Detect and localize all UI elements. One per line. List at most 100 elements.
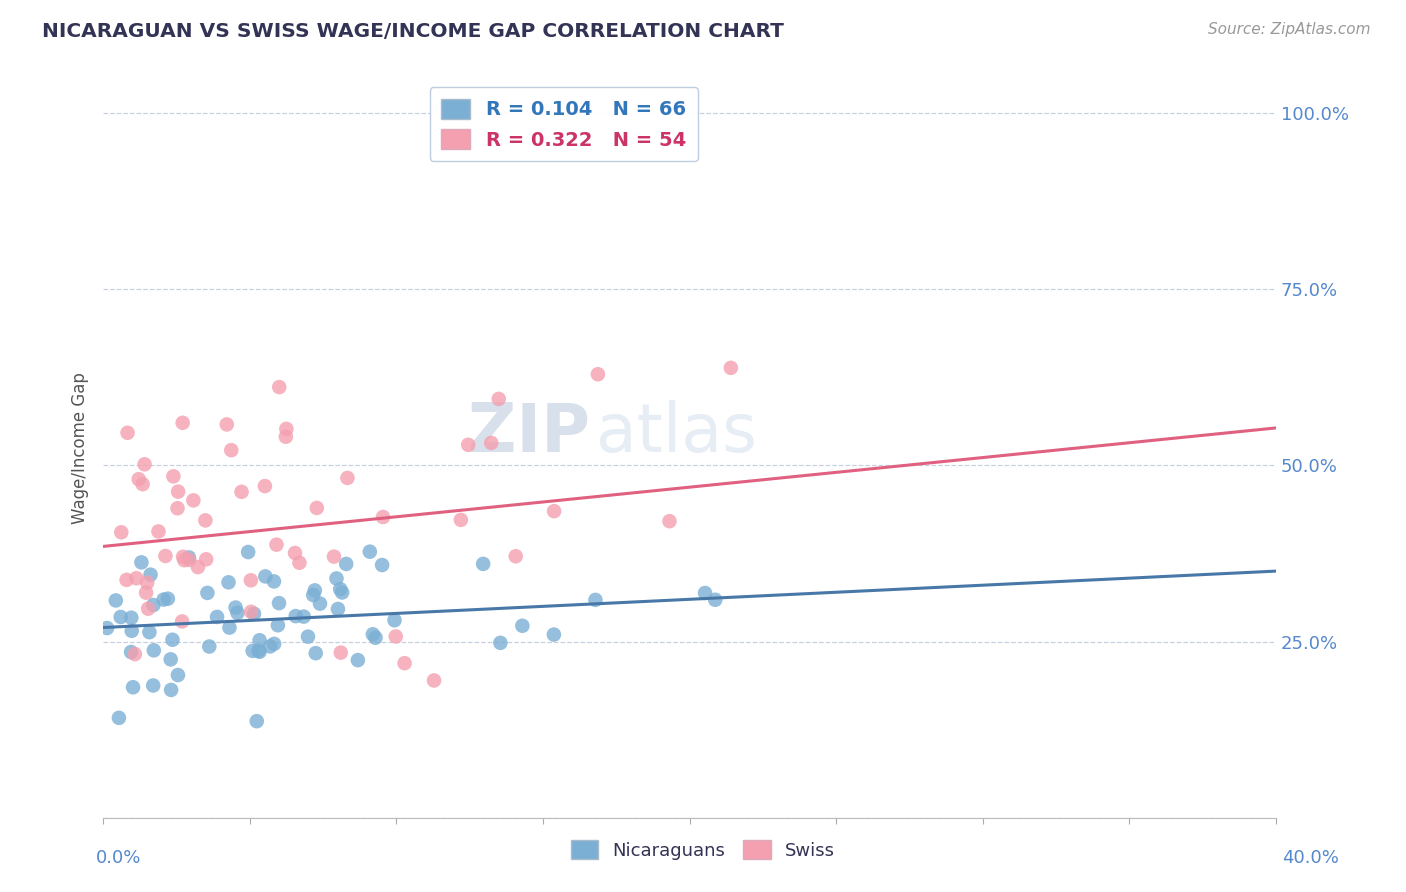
Point bbox=[472, 557, 495, 571]
Point bbox=[720, 360, 742, 375]
Point bbox=[131, 555, 153, 569]
Point bbox=[167, 668, 190, 682]
Point bbox=[288, 556, 311, 570]
Point bbox=[142, 598, 165, 612]
Point bbox=[128, 472, 150, 486]
Point bbox=[231, 484, 253, 499]
Point bbox=[335, 557, 357, 571]
Point bbox=[543, 627, 565, 641]
Point bbox=[329, 646, 352, 660]
Point bbox=[253, 479, 276, 493]
Point bbox=[267, 618, 290, 632]
Point bbox=[284, 609, 307, 624]
Text: NICARAGUAN VS SWISS WAGE/INCOME GAP CORRELATION CHART: NICARAGUAN VS SWISS WAGE/INCOME GAP CORR… bbox=[42, 22, 785, 41]
Point bbox=[218, 621, 240, 635]
Point bbox=[167, 484, 190, 499]
Y-axis label: Wage/Income Gap: Wage/Income Gap bbox=[72, 372, 89, 524]
Point bbox=[205, 610, 228, 624]
Point bbox=[195, 552, 218, 566]
Point bbox=[479, 436, 502, 450]
Point bbox=[173, 553, 195, 567]
Point bbox=[292, 609, 315, 624]
Point bbox=[152, 592, 174, 607]
Point bbox=[215, 417, 238, 432]
Point bbox=[586, 368, 609, 382]
Point bbox=[108, 711, 131, 725]
Point bbox=[138, 625, 160, 640]
Text: Source: ZipAtlas.com: Source: ZipAtlas.com bbox=[1208, 22, 1371, 37]
Point bbox=[305, 500, 328, 515]
Point bbox=[104, 593, 127, 607]
Point bbox=[131, 477, 153, 491]
Point bbox=[274, 430, 297, 444]
Point bbox=[326, 602, 349, 616]
Point bbox=[142, 643, 165, 657]
Point bbox=[336, 471, 359, 485]
Point bbox=[325, 571, 347, 585]
Point bbox=[394, 656, 416, 670]
Point bbox=[305, 646, 328, 660]
Point bbox=[284, 546, 307, 560]
Point bbox=[198, 640, 221, 654]
Text: 40.0%: 40.0% bbox=[1282, 849, 1339, 867]
Text: ZIP: ZIP bbox=[468, 400, 591, 466]
Text: 0.0%: 0.0% bbox=[96, 849, 141, 867]
Point bbox=[155, 549, 177, 563]
Point bbox=[125, 571, 148, 585]
Point bbox=[136, 601, 159, 615]
Point bbox=[254, 569, 277, 583]
Point bbox=[197, 586, 219, 600]
Point bbox=[450, 513, 472, 527]
Point bbox=[243, 607, 266, 621]
Point bbox=[160, 682, 183, 697]
Point bbox=[162, 632, 184, 647]
Point bbox=[267, 596, 290, 610]
Point bbox=[110, 610, 132, 624]
Point bbox=[263, 637, 285, 651]
Point bbox=[543, 504, 565, 518]
Point bbox=[505, 549, 527, 564]
Point bbox=[246, 714, 269, 728]
Point bbox=[172, 549, 194, 564]
Point bbox=[115, 573, 138, 587]
Point bbox=[242, 644, 264, 658]
Point bbox=[384, 630, 406, 644]
Point bbox=[139, 567, 162, 582]
Point bbox=[276, 422, 298, 436]
Point bbox=[585, 593, 607, 607]
Point bbox=[225, 600, 247, 615]
Text: atlas: atlas bbox=[596, 400, 756, 466]
Point bbox=[297, 630, 319, 644]
Point bbox=[110, 525, 132, 540]
Point bbox=[304, 583, 326, 598]
Point bbox=[124, 647, 146, 661]
Point bbox=[96, 621, 118, 635]
Point bbox=[236, 545, 259, 559]
Point bbox=[489, 636, 512, 650]
Point bbox=[347, 653, 370, 667]
Point bbox=[187, 560, 209, 574]
Point bbox=[263, 574, 285, 589]
Point bbox=[148, 524, 170, 539]
Point bbox=[183, 493, 205, 508]
Point bbox=[117, 425, 139, 440]
Point bbox=[240, 605, 263, 619]
Point bbox=[122, 680, 145, 694]
Point bbox=[159, 652, 181, 666]
Point bbox=[162, 469, 184, 483]
Point bbox=[172, 416, 194, 430]
Point bbox=[219, 443, 242, 458]
Point bbox=[135, 585, 157, 599]
Point bbox=[134, 458, 156, 472]
Point bbox=[371, 510, 394, 524]
Point bbox=[156, 591, 179, 606]
Point bbox=[269, 380, 291, 394]
Point bbox=[136, 575, 159, 590]
Point bbox=[488, 392, 510, 406]
Point bbox=[177, 550, 200, 565]
Point bbox=[302, 588, 325, 602]
Point bbox=[704, 592, 727, 607]
Point bbox=[226, 606, 249, 620]
Point bbox=[239, 574, 262, 588]
Point bbox=[371, 558, 394, 572]
